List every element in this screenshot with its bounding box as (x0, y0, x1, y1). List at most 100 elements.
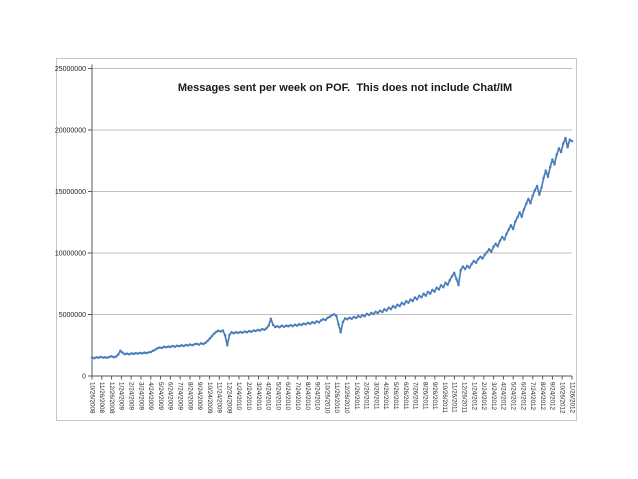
data-point-marker (167, 345, 170, 348)
data-point-marker (121, 351, 124, 354)
data-point-marker (374, 310, 377, 314)
data-point-marker (304, 323, 308, 326)
data-point-marker (363, 314, 366, 318)
data-point-marker (439, 283, 443, 287)
data-point-marker (278, 326, 281, 329)
data-point-marker (359, 315, 362, 319)
data-point-marker (95, 356, 98, 359)
x-tick-label: 3/24/2012 (490, 382, 497, 411)
data-point-marker (479, 255, 482, 258)
data-point-marker (472, 259, 476, 263)
data-point-marker (169, 345, 172, 349)
data-point-marker (376, 311, 380, 315)
x-tick-label: 1/26/2011 (353, 382, 360, 410)
x-tick-label: 11/26/2012 (568, 382, 575, 414)
x-tick-label: 10/26/2011 (441, 382, 448, 414)
data-point-marker (335, 314, 338, 318)
data-point-marker (459, 268, 462, 272)
x-tick-label: 2/26/2011 (363, 382, 370, 410)
data-point-marker (326, 316, 329, 320)
data-point-marker (348, 316, 351, 319)
data-point-marker (230, 331, 233, 334)
x-tick-label: 7/24/2009 (176, 382, 183, 411)
data-point-marker (559, 150, 563, 154)
data-point-marker (322, 317, 325, 321)
x-tick-label: 3/24/2009 (137, 382, 144, 411)
data-point-marker (210, 334, 214, 338)
data-point-marker (529, 201, 532, 205)
data-point-marker (385, 309, 388, 312)
x-tick-label: 2/24/2012 (480, 382, 487, 411)
data-point-marker (562, 142, 565, 145)
data-point-marker (298, 322, 301, 326)
data-point-marker (330, 313, 334, 317)
data-point-marker (564, 136, 567, 140)
chart-title: Messages sent per week on POF. This does… (177, 82, 513, 94)
data-point-marker (470, 262, 473, 266)
data-point-marker (112, 356, 116, 359)
data-point-marker (346, 317, 349, 321)
data-point-marker (474, 261, 478, 265)
data-point-marker (372, 312, 375, 316)
data-point-marker (476, 257, 480, 261)
y-tick-label: 0 (82, 374, 86, 381)
data-point-marker (570, 139, 574, 143)
data-point-marker (239, 330, 242, 334)
data-point-marker (527, 197, 530, 201)
x-tick-label: 6/26/2011 (402, 382, 409, 410)
data-point-marker (365, 312, 369, 316)
x-tick-label: 4/24/2010 (265, 382, 272, 411)
data-point-marker (164, 346, 168, 349)
data-point-marker (518, 211, 521, 214)
x-tick-label: 7/24/2012 (529, 382, 536, 411)
data-point-marker (354, 316, 358, 320)
x-tick-label: 4/26/2011 (382, 382, 389, 410)
data-point-marker (433, 290, 436, 293)
data-point-marker (154, 348, 157, 351)
x-tick-label: 1/24/2010 (235, 382, 242, 411)
data-point-marker (535, 184, 539, 188)
data-point-marker (206, 339, 209, 343)
data-point-marker (106, 356, 109, 360)
data-point-marker (175, 344, 179, 347)
data-point-marker (341, 320, 345, 324)
data-point-marker (127, 353, 131, 356)
data-point-marker (389, 307, 393, 311)
data-point-marker (524, 202, 528, 206)
data-point-marker (276, 324, 279, 328)
data-point-marker (361, 313, 364, 317)
data-point-marker (243, 330, 246, 333)
data-point-marker (130, 352, 133, 355)
x-tick-label: 10/26/2008 (88, 382, 95, 414)
data-point-marker (503, 238, 506, 241)
x-tick-label: 5/24/2010 (274, 382, 281, 411)
x-tick-label: 12/26/2010 (343, 382, 350, 414)
data-point-marker (158, 346, 161, 349)
x-tick-label: 6/24/2010 (284, 382, 291, 411)
y-tick-label: 15000000 (55, 189, 86, 196)
data-point-marker (496, 244, 500, 248)
data-point-marker (356, 314, 360, 318)
x-tick-label: 3/24/2010 (255, 382, 262, 411)
data-point-marker (156, 347, 159, 350)
data-point-marker (411, 299, 414, 303)
data-point-marker (332, 313, 336, 316)
data-point-marker (300, 323, 303, 327)
data-point-marker (324, 318, 327, 322)
x-tick-label: 5/26/2011 (392, 382, 399, 410)
data-point-marker (540, 186, 543, 190)
data-point-marker (302, 322, 305, 325)
x-tick-label: 4/24/2009 (147, 382, 154, 411)
data-point-marker (450, 275, 454, 278)
data-point-marker (162, 345, 166, 348)
data-point-marker (289, 323, 292, 327)
data-point-marker (490, 250, 493, 254)
y-tick-label: 20000000 (55, 128, 86, 135)
data-point-marker (226, 344, 229, 347)
data-point-marker (315, 320, 318, 323)
data-point-marker (533, 189, 537, 192)
data-point-marker (254, 329, 257, 333)
data-point-marker (145, 351, 148, 355)
chart-frame (56, 58, 577, 421)
